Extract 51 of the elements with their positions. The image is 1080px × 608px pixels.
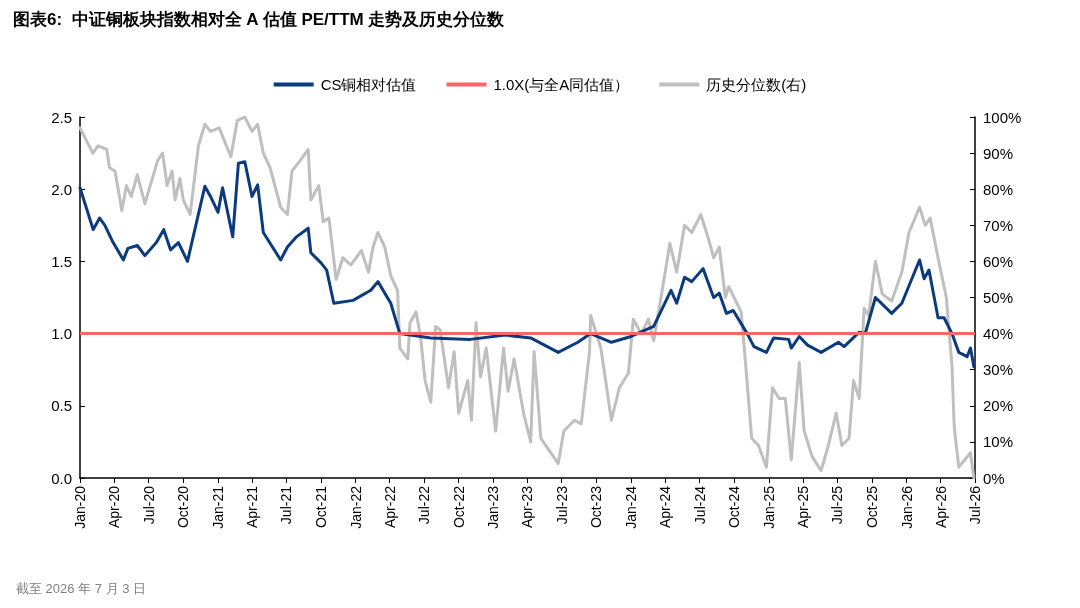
x-tick-label: Jul-21	[278, 485, 295, 525]
chart-title: 图表6: 中证铜板块指数相对全 A 估值 PE/TTM 走势及历史分位数	[13, 10, 506, 29]
y-tick-label: 0.5	[51, 397, 72, 415]
x-tick-label: Jan-25	[761, 485, 778, 529]
y2-tick-label: 90%	[983, 144, 1014, 162]
x-tick-label: Jul-22	[415, 485, 432, 525]
legend-label: 历史分位数(右)	[706, 76, 807, 93]
y2-tick-label: 100%	[983, 108, 1022, 126]
x-tick-label: Oct-24	[726, 485, 743, 529]
x-tick-label: Apr-22	[381, 485, 398, 529]
x-tick-label: Apr-26	[932, 485, 949, 529]
x-tick-label: Jul-26	[967, 485, 983, 525]
y2-tick-label: 70%	[983, 216, 1014, 234]
x-tick-label: Apr-23	[519, 485, 536, 529]
x-tick-label: Oct-21	[313, 485, 330, 529]
y2-tick-label: 60%	[983, 252, 1014, 270]
x-tick-label: Jul-25	[829, 485, 846, 525]
x-tick-label: Oct-25	[864, 485, 881, 529]
x-tick-label: Jan-24	[623, 485, 640, 529]
x-tick-label: Apr-25	[795, 485, 812, 529]
x-tick-label: Jul-20	[140, 485, 157, 525]
x-tick-label: Jul-23	[553, 485, 570, 525]
x-tick-label: Apr-20	[106, 485, 123, 529]
y2-tick-label: 40%	[983, 325, 1014, 343]
x-tick-label: Oct-23	[588, 485, 605, 529]
y2-tick-label: 30%	[983, 361, 1014, 379]
y-tick-label: 2.5	[51, 108, 72, 126]
y-tick-label: 1.0	[51, 325, 72, 343]
y-tick-label: 0.0	[51, 469, 72, 487]
y2-tick-label: 80%	[983, 180, 1014, 198]
x-tick-label: Jul-24	[691, 485, 708, 525]
x-tick-label: Apr-21	[243, 485, 260, 529]
y-tick-label: 1.5	[51, 252, 72, 270]
y2-tick-label: 20%	[983, 397, 1014, 415]
x-tick-label: Jan-20	[72, 485, 88, 529]
line-series	[78, 115, 976, 480]
legend-label: CS铜相对估值	[320, 76, 417, 93]
y2-tick-label: 10%	[983, 433, 1014, 451]
y2-tick-label: 0%	[983, 469, 1005, 487]
y2-tick-label: 50%	[983, 289, 1014, 306]
y-tick-label: 2.0	[51, 180, 72, 198]
x-tick-label: Oct-22	[450, 485, 467, 529]
x-tick-label: Apr-24	[657, 485, 674, 529]
x-tick-label: Oct-20	[175, 485, 192, 529]
x-tick-label: Jan-26	[898, 485, 915, 529]
line-series	[78, 160, 976, 369]
x-tick-label: Jan-21	[210, 485, 227, 529]
legend-label: 1.0X(与全A同估值）	[493, 76, 630, 93]
x-tick-label: Jan-23	[485, 485, 502, 529]
x-tick-label: Jan-22	[347, 485, 364, 529]
text: 截至 2026 年 7 月 3 日	[16, 581, 147, 596]
